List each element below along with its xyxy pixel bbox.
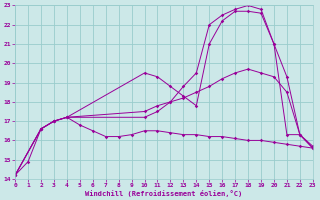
X-axis label: Windchill (Refroidissement éolien,°C): Windchill (Refroidissement éolien,°C) xyxy=(85,190,243,197)
